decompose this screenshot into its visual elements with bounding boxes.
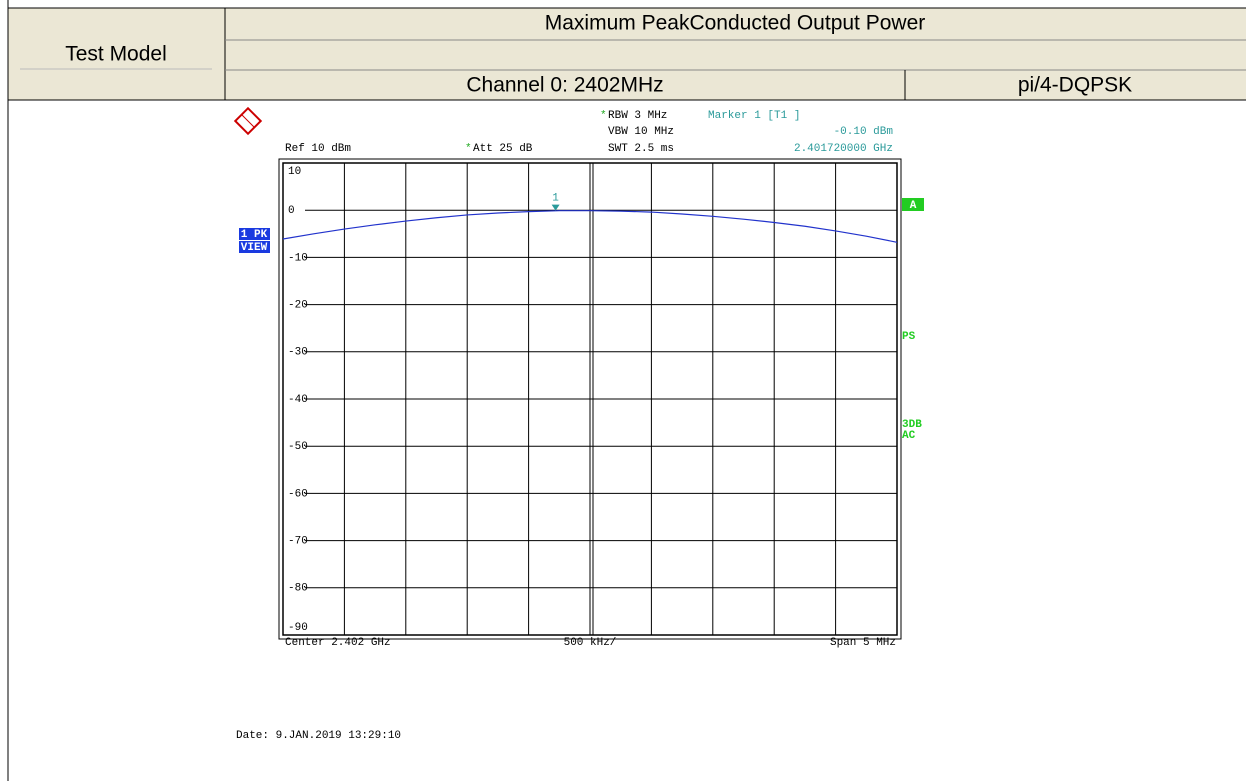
side-ps: PS [902,331,916,343]
modulation: pi/4-DQPSK [1018,74,1132,97]
side-a: A [910,200,917,212]
row-header: Test Model [65,43,167,66]
date: Date: 9.JAN.2019 13:29:10 [236,730,401,742]
side-ac: AC [902,430,916,442]
marker [551,204,560,211]
y-tick-label: 0 [288,205,295,217]
view-tag: VIEW [241,242,268,254]
x-division: 500 kHz/ [564,637,617,649]
marker-frequency: 2.401720000 GHz [794,143,893,155]
y-tick-label: -60 [288,488,308,500]
y-tick-label: 10 [288,166,301,178]
y-tick-label: -50 [288,441,308,453]
marker-level: -0.10 dBm [834,126,894,138]
header-table: Test Model Maximum PeakConducted Output … [8,7,1246,101]
y-tick-label: -40 [288,394,308,406]
y-tick-label: -80 [288,583,308,595]
attenuation: Att 25 dB [473,143,533,155]
plot-frame [278,158,902,640]
vbw: VBW 10 MHz [608,126,674,138]
x-span: Span 5 MHz [830,637,896,649]
view-tag-bg [239,241,270,253]
y-tick-label: -30 [288,347,308,359]
y-tick-label: -10 [288,252,308,264]
rbw: RBW 3 MHz [608,110,667,122]
channel: Channel 0: 2402MHz [466,74,663,97]
trace [282,210,898,243]
logo [233,106,263,136]
y-tick-label: -20 [288,300,308,312]
marker-label: 1 [552,193,559,205]
att-flag: * [465,143,472,155]
y-tick-label: -90 [288,622,308,634]
rbw-flag: * [600,110,607,122]
trace-tag-bg [239,228,270,240]
marker-title: Marker 1 [T1 ] [708,110,800,122]
table-title: Maximum PeakConducted Output Power [545,12,926,35]
logo-line [241,114,255,128]
side-a-bg [902,198,924,211]
trace-tag: 1 PK [241,229,268,241]
spectrum-plot: Ref 10 dBm * Att 25 dB * RBW 3 MHz VBW 1… [233,106,924,742]
y-tick-label: -70 [288,536,308,548]
x-center: Center 2.402 GHz [285,637,391,649]
header-bg [8,8,1246,100]
side-3db: 3DB [902,419,922,431]
ref-level: Ref 10 dBm [285,143,351,155]
sweep-time: SWT 2.5 ms [608,143,674,155]
